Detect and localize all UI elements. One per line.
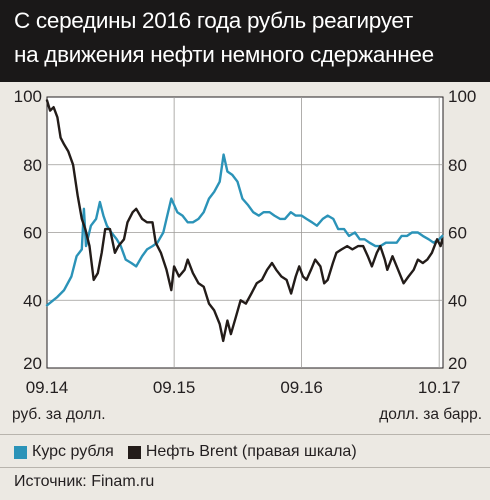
- legend: Курс рубля Нефть Brent (правая шкала): [14, 440, 371, 464]
- legend-item-brent: Нефть Brent (правая шкала): [127, 443, 357, 461]
- legend-label-rub: Курс рубля: [32, 443, 114, 460]
- title-bar: С середины 2016 года рубль реагирует на …: [0, 0, 490, 82]
- y-left-tick-label: 60: [23, 224, 42, 243]
- y-right-tick-label: 100: [448, 87, 476, 106]
- series-line-brent: [45, 99, 444, 343]
- legend-swatch-brent: [127, 445, 141, 459]
- x-tick-label: 09.15: [153, 378, 196, 397]
- y-left-tick-label: 100: [14, 87, 42, 106]
- y-right-tick-label: 60: [448, 224, 467, 243]
- source-note: Источник: Finam.ru: [14, 473, 155, 490]
- y-right-tick-label: 20: [448, 354, 467, 373]
- x-tick-label: 09.16: [280, 378, 323, 397]
- axis-ticks: 20 40 60 80 100 20 40 60 80 100 09.14 09.15 09.16 10.…: [14, 87, 477, 397]
- grid: [47, 97, 443, 368]
- left-axis-unit: руб. за долл.: [12, 406, 106, 423]
- x-tick-label: 09.14: [26, 378, 69, 397]
- y-left-tick-label: 20: [23, 354, 42, 373]
- legend-item-rub: Курс рубля: [14, 443, 114, 461]
- chart-title-line-1: С середины 2016 года рубль реагирует: [14, 8, 413, 33]
- y-right-tick-label: 80: [448, 156, 467, 175]
- y-left-tick-label: 80: [23, 156, 42, 175]
- legend-label-brent: Нефть Brent (правая шкала): [145, 443, 357, 460]
- y-right-tick-label: 40: [448, 291, 467, 310]
- chart-title-line-2: на движения нефти немного сдержаннее: [14, 42, 434, 67]
- y-left-tick-label: 40: [23, 291, 42, 310]
- legend-separator: [0, 434, 490, 435]
- x-tick-label: 10.17: [418, 378, 461, 397]
- source-separator: [0, 467, 490, 468]
- right-axis-unit: долл. за барр.: [379, 406, 482, 423]
- series: [45, 99, 444, 343]
- legend-swatch-rub: [14, 445, 27, 459]
